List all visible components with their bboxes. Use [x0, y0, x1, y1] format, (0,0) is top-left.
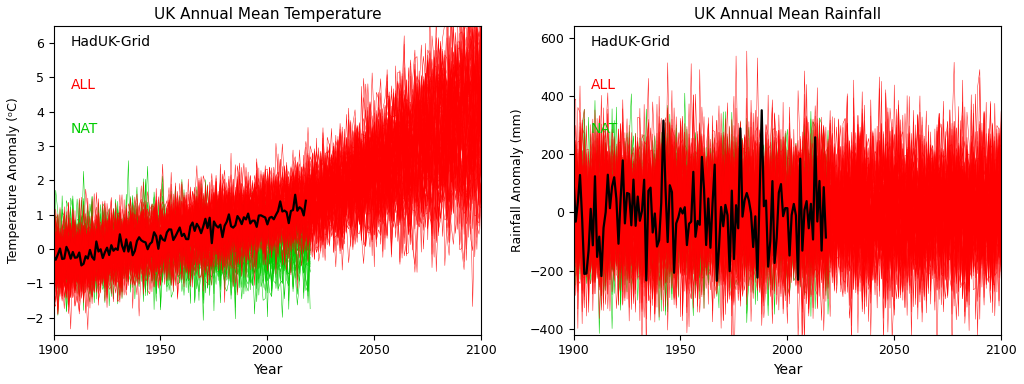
- Title: UK Annual Mean Temperature: UK Annual Mean Temperature: [154, 7, 381, 22]
- Y-axis label: Temperature Anomaly (ᵒC): Temperature Anomaly (ᵒC): [7, 98, 19, 263]
- Text: ALL: ALL: [71, 78, 95, 93]
- Text: NAT: NAT: [591, 122, 617, 136]
- Text: ALL: ALL: [591, 78, 615, 93]
- Y-axis label: Rainfall Anomaly (mm): Rainfall Anomaly (mm): [511, 109, 524, 252]
- Text: NAT: NAT: [71, 122, 98, 136]
- Text: HadUK-Grid: HadUK-Grid: [591, 35, 671, 49]
- X-axis label: Year: Year: [253, 363, 282, 377]
- Text: HadUK-Grid: HadUK-Grid: [71, 35, 151, 49]
- X-axis label: Year: Year: [773, 363, 802, 377]
- Title: UK Annual Mean Rainfall: UK Annual Mean Rainfall: [694, 7, 881, 22]
